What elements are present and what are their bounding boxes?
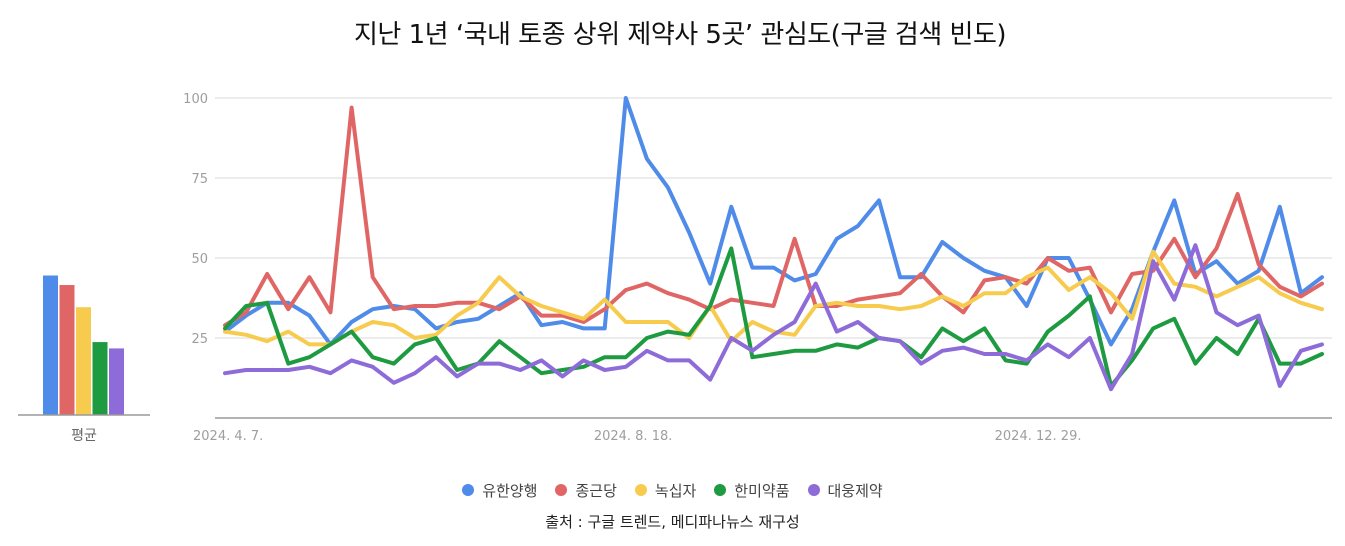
legend-marker-dot	[714, 484, 727, 496]
average-bar-4	[92, 342, 108, 415]
source-note: 출처 : 구글 트렌드, 메디파나뉴스 재구성	[545, 513, 800, 531]
series-line-5	[223, 243, 1324, 392]
legend-item-4[interactable]: 한미약품	[714, 480, 790, 501]
x-tick-label: 2024. 8. 18.	[594, 429, 673, 444]
legend-item-1[interactable]: 유한양행	[462, 480, 537, 501]
legend-marker-dot	[555, 484, 568, 496]
average-label: 평균	[71, 428, 97, 444]
legend-label: 유한양행	[482, 481, 538, 500]
legend-marker-dot	[634, 484, 647, 496]
y-tick-label: 25	[191, 332, 208, 347]
legend-marker-dot	[807, 484, 820, 496]
y-tick-label: 100	[183, 92, 208, 107]
average-bar-3	[76, 307, 91, 415]
legend-item-5[interactable]: 대웅제약	[807, 480, 883, 501]
chart-title: 지난 1년 ‘국내 토종 상위 제약사 5곳’ 관심도(구글 검색 빈도)	[353, 20, 1007, 50]
x-axis-ticks: 2024. 4. 7. 2024. 8. 18. 2024. 12. 29.	[193, 429, 1081, 444]
legend: 유한양행 종근당 녹십자 한미약품 대웅제약	[0, 478, 1345, 502]
average-bar-2	[59, 285, 75, 415]
legend-item-2[interactable]: 종근당	[555, 480, 617, 501]
legend-label: 녹십자	[654, 481, 697, 500]
line-series-group	[223, 96, 1324, 392]
series-line-3	[223, 249, 1324, 347]
y-tick-label: 50	[191, 252, 208, 267]
average-bar-chart: 평균	[18, 275, 150, 444]
x-tick-label: 2024. 12. 29.	[995, 429, 1082, 444]
y-axis-ticks: 25 50 75 100	[183, 92, 208, 347]
series-line-2	[223, 105, 1324, 328]
average-bar-5	[109, 348, 124, 415]
legend-marker-dot	[462, 484, 475, 496]
legend-label: 한미약품	[734, 481, 790, 500]
legend-label: 종근당	[575, 481, 617, 500]
series-line-4	[223, 246, 1324, 388]
legend-item-3[interactable]: 녹십자	[634, 480, 697, 501]
average-bar-1	[43, 275, 58, 415]
legend-label: 대웅제약	[827, 481, 883, 500]
y-tick-label: 75	[191, 172, 208, 187]
x-tick-label: 2024. 4. 7.	[193, 429, 263, 444]
grid-lines	[215, 97, 1332, 419]
